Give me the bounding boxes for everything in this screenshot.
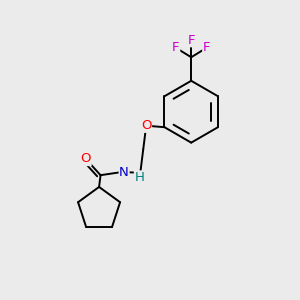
Text: O: O <box>141 119 152 132</box>
Text: H: H <box>134 171 144 184</box>
Text: F: F <box>203 41 210 54</box>
Text: N: N <box>119 166 129 179</box>
Text: O: O <box>81 152 91 166</box>
Text: F: F <box>188 34 195 47</box>
Text: F: F <box>172 41 180 54</box>
